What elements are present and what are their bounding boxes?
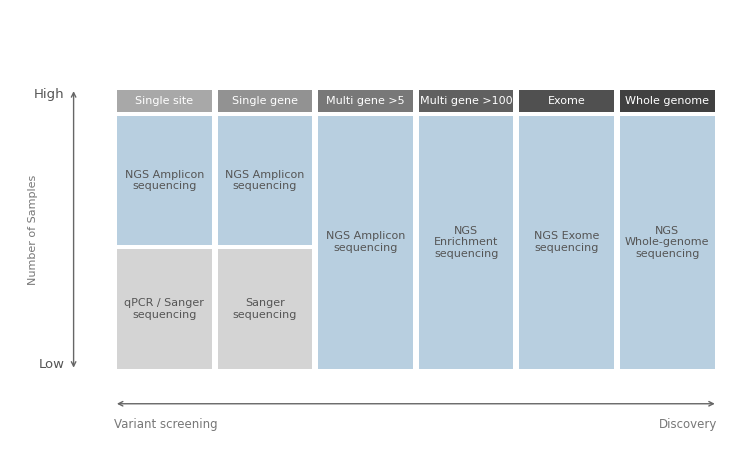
Bar	[520, 116, 614, 369]
Bar	[218, 249, 312, 369]
Text: qPCR / Sanger
sequencing: qPCR / Sanger sequencing	[124, 298, 205, 320]
Text: NGS
Whole-genome
sequencing: NGS Whole-genome sequencing	[625, 226, 710, 259]
Text: Variant screening: Variant screening	[114, 418, 218, 431]
Bar	[117, 90, 212, 112]
Text: NGS Amplicon
sequencing: NGS Amplicon sequencing	[225, 170, 305, 191]
Bar	[218, 116, 312, 246]
Bar	[520, 90, 614, 112]
Bar	[620, 116, 715, 369]
Text: Sanger
sequencing: Sanger sequencing	[233, 298, 297, 320]
Bar	[318, 116, 413, 369]
Text: Number of Samples: Number of Samples	[28, 174, 38, 285]
Text: Discovery: Discovery	[659, 418, 718, 431]
Bar	[620, 90, 715, 112]
Text: Multi gene >100: Multi gene >100	[420, 96, 512, 106]
Bar	[318, 90, 413, 112]
Bar	[419, 116, 514, 369]
Bar	[117, 116, 212, 246]
Text: Low: Low	[39, 358, 65, 370]
Bar	[117, 249, 212, 369]
Text: Multi gene >5: Multi gene >5	[326, 96, 405, 106]
Bar	[419, 90, 514, 112]
Text: Exome: Exome	[548, 96, 586, 106]
Text: Single site: Single site	[135, 96, 194, 106]
Text: Single gene: Single gene	[232, 96, 298, 106]
Text: NGS
Enrichment
sequencing: NGS Enrichment sequencing	[434, 226, 498, 259]
Text: NGS Amplicon
sequencing: NGS Amplicon sequencing	[124, 170, 204, 191]
Text: NGS Amplicon
sequencing: NGS Amplicon sequencing	[326, 231, 406, 253]
Text: NGS Exome
sequencing: NGS Exome sequencing	[534, 231, 599, 253]
Text: Whole genome: Whole genome	[626, 96, 710, 106]
Text: High: High	[34, 88, 65, 101]
Bar	[218, 90, 312, 112]
